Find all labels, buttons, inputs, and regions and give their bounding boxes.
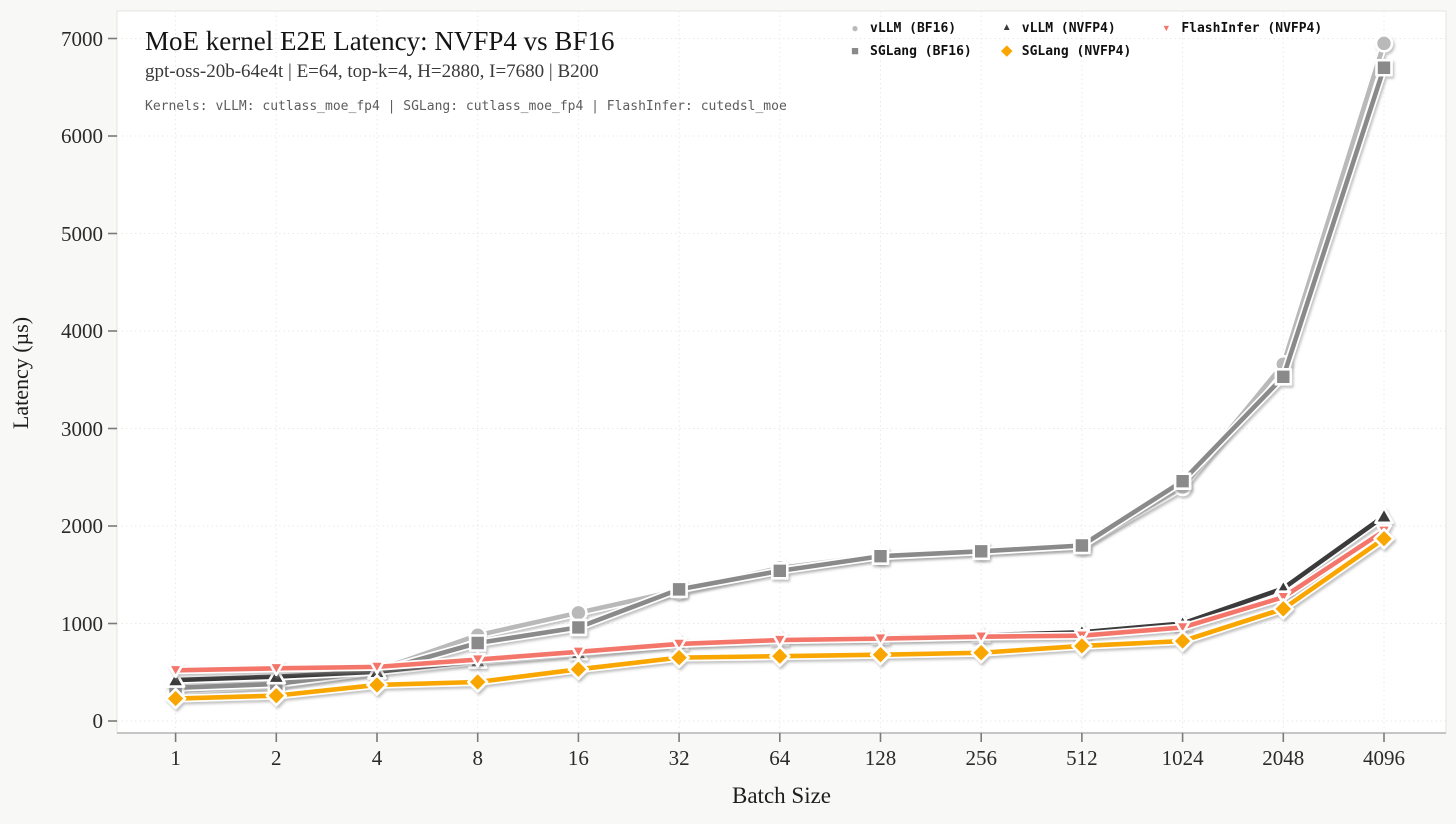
x-tick-label: 512 [1066, 746, 1098, 770]
chart-subtitle: gpt-oss-20b-64e4t | E=64, top-k=4, H=288… [145, 61, 599, 82]
data-point-marker [265, 684, 288, 707]
data-point-marker [1174, 620, 1191, 636]
data-point-marker [670, 580, 688, 599]
data-point-marker [1274, 368, 1293, 386]
y-tick-label: 6000 [61, 124, 103, 148]
data-point-marker [1073, 536, 1091, 555]
square-marker-icon: ■ [851, 43, 859, 58]
series-sglang-nvfp4 [164, 527, 1395, 710]
data-point-marker [268, 661, 285, 677]
data-point-marker [770, 562, 789, 580]
data-point-marker [1375, 58, 1393, 77]
legend-label: vLLM (NVFP4) [1021, 20, 1116, 36]
legend-label: SGLang (NVFP4) [1021, 43, 1132, 59]
triangle-up-marker-icon: ▲ [1001, 22, 1012, 33]
x-tick-label: 2 [271, 746, 282, 770]
legend-item-sglang-nvfp4: ◆ SGLang (NVFP4) [998, 42, 1132, 60]
data-point-marker [468, 634, 487, 652]
data-point-marker [769, 645, 791, 667]
x-tick-label: 4 [371, 746, 383, 770]
y-tick-label: 4000 [61, 319, 103, 343]
legend-column: ▼ FlashInfer (NVFP4) [1157, 19, 1322, 60]
chart-legend: ● vLLM (BF16) ■ SGLang (BF16) ▲ vLLM (NVFP4) ◆… [846, 19, 1322, 60]
data-point-marker [164, 687, 187, 710]
x-tick-label: 32 [668, 746, 690, 770]
data-point-marker [569, 603, 588, 623]
legend-item-flashinfer-nvfp4: ▼ FlashInfer (NVFP4) [1157, 19, 1322, 37]
data-point-marker [1373, 527, 1395, 550]
y-axis-title: Latency (µs) [8, 316, 33, 430]
data-point-marker [668, 646, 690, 669]
data-point-marker [569, 618, 588, 637]
y-tick-label: 0 [92, 709, 104, 733]
data-point-marker [567, 658, 590, 681]
legend-label: FlashInfer (NVFP4) [1181, 20, 1323, 36]
data-point-marker [973, 629, 990, 645]
x-tick-label: 1 [170, 746, 181, 770]
legend-label: SGLang (BF16) [870, 43, 972, 59]
data-point-marker [869, 643, 892, 666]
y-tick-label: 3000 [61, 416, 103, 441]
x-tick-label: 128 [864, 746, 897, 770]
diamond-marker-icon: ◆ [1000, 43, 1013, 59]
data-point-marker [771, 633, 788, 648]
data-point-marker [1374, 34, 1394, 53]
legend-item-sglang-bf16: ■ SGLang (BF16) [846, 42, 972, 60]
y-tick-label: 2000 [61, 514, 103, 538]
legend-label: vLLM (BF16) [870, 20, 957, 36]
x-tick-label: 4096 [1363, 746, 1405, 770]
data-point-marker [165, 670, 186, 688]
x-tick-label: 2048 [1262, 746, 1305, 770]
x-tick-label: 16 [567, 746, 589, 770]
data-point-marker [872, 631, 889, 647]
y-tick-label: 5000 [61, 221, 103, 246]
data-point-marker [469, 652, 486, 668]
x-tick-label: 1024 [1161, 746, 1204, 770]
data-point-marker [871, 547, 890, 566]
tick-marks [108, 37, 1385, 742]
data-point-marker [1275, 590, 1292, 605]
legend-item-vllm-bf16: ● vLLM (BF16) [846, 19, 972, 37]
data-point-marker [1173, 472, 1192, 490]
data-point-marker [167, 663, 184, 679]
chart-title: MoE kernel E2E Latency: NVFP4 vs BF16 [145, 26, 615, 56]
y-tick-label: 7000 [61, 26, 103, 51]
data-point-marker [671, 637, 688, 652]
data-point-marker [570, 644, 587, 660]
series-flashinfer-nvfp4 [167, 524, 1393, 679]
triangle-down-marker-icon: ▼ [1161, 23, 1171, 33]
x-axis-title: Batch Size [732, 783, 831, 808]
data-point-marker [972, 542, 991, 561]
x-tick-label: 256 [965, 746, 997, 770]
data-point-marker [368, 660, 386, 675]
data-point-marker [1374, 506, 1394, 525]
data-point-marker [1171, 630, 1194, 652]
data-point-marker [970, 641, 992, 664]
circle-marker-icon: ● [851, 21, 859, 35]
legend-column: ● vLLM (BF16) ■ SGLang (BF16) [846, 19, 972, 60]
kernels-note: Kernels: vLLM: cutlass_moe_fp4 | SGLang:… [145, 99, 787, 114]
data-point-marker [1071, 635, 1093, 657]
data-point-marker [366, 674, 388, 696]
x-tick-label: 64 [769, 746, 791, 770]
data-point-marker [466, 671, 489, 693]
legend-item-vllm-nvfp4: ▲ vLLM (NVFP4) [998, 19, 1132, 37]
data-point-marker [1272, 598, 1295, 620]
y-tick-label: 1000 [61, 611, 103, 636]
legend-column: ▲ vLLM (NVFP4) ◆ SGLang (NVFP4) [998, 19, 1132, 60]
x-tick-label: 8 [472, 746, 483, 770]
